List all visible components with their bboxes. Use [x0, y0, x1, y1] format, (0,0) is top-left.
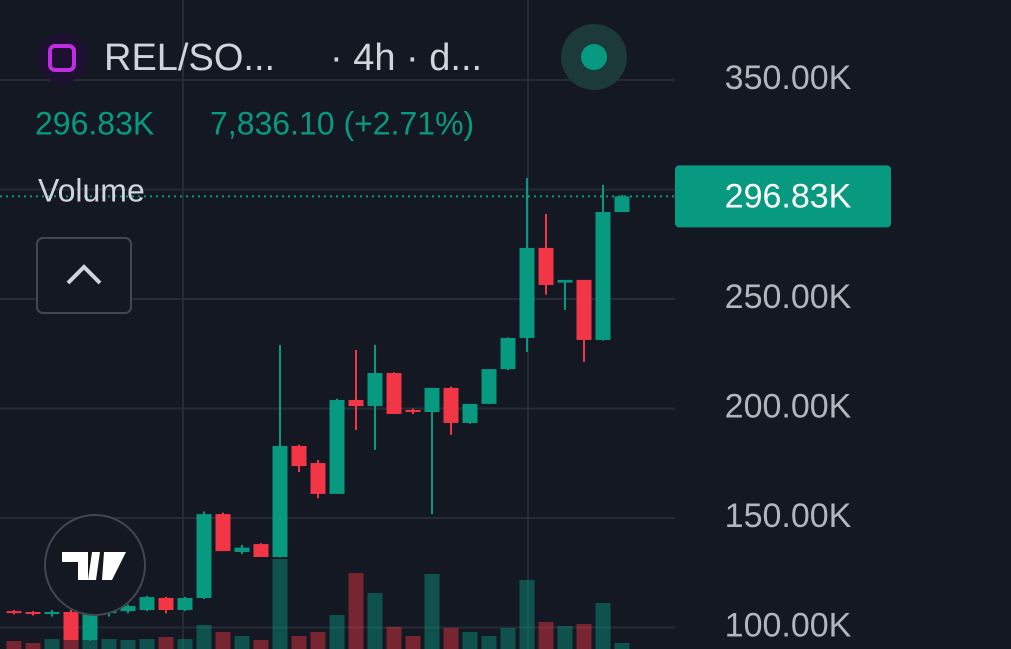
candle-body	[538, 247, 554, 285]
volume-bar	[253, 640, 269, 649]
candle-body	[44, 611, 60, 614]
y-tick-label: 350.00K	[725, 59, 852, 97]
symbol-logo	[37, 33, 87, 83]
volume-bar	[424, 574, 440, 649]
volume-bar	[234, 636, 250, 649]
candle-body	[576, 279, 592, 340]
volume-bar	[272, 559, 288, 649]
y-tick-label: 150.00K	[725, 497, 852, 535]
volume-bar	[101, 639, 117, 649]
volume-bar	[139, 639, 155, 649]
volume-bar	[215, 632, 231, 649]
candle-body	[595, 212, 611, 340]
candle-body	[63, 611, 79, 641]
candle-body	[519, 247, 535, 338]
volume-bar	[44, 639, 60, 649]
candle-body	[405, 410, 421, 413]
candle-body	[329, 399, 345, 494]
volume-bar	[500, 628, 516, 649]
volume-bar	[557, 626, 573, 649]
candle-body	[462, 403, 478, 423]
collapse-button[interactable]	[36, 237, 132, 314]
volume-bar	[462, 632, 478, 649]
status-dot	[581, 44, 607, 70]
volume-bar	[614, 643, 630, 649]
price-change: 7,836.10 (+2.71%)	[210, 105, 474, 141]
volume-bar	[177, 639, 193, 649]
last-price: 296.83K	[35, 105, 154, 141]
volume-bar	[481, 636, 497, 649]
candle-body	[481, 369, 497, 404]
volume-bar	[576, 624, 592, 649]
volume-bar	[6, 641, 22, 649]
overlay: 100.00K150.00K200.00K250.00K300.00K350.0…	[0, 59, 891, 645]
candle-body	[424, 387, 440, 413]
y-tick-label: 100.00K	[725, 607, 852, 645]
volume-bar	[386, 627, 402, 649]
candle-body	[120, 606, 136, 612]
candle-body	[272, 445, 288, 558]
volume-bar	[595, 603, 611, 649]
volume-label: Volume	[38, 172, 145, 208]
candle-body	[367, 373, 383, 407]
symbol: REL/SO...	[104, 37, 275, 79]
candle-body	[310, 463, 326, 494]
candle-body	[291, 445, 307, 467]
candle-body	[386, 373, 402, 414]
candle-body	[158, 597, 174, 611]
volume-bar	[538, 622, 554, 649]
candle-body	[348, 399, 364, 407]
last-price-tag	[675, 165, 891, 228]
volume-bar	[120, 640, 136, 649]
volume-bar	[405, 636, 421, 649]
volume-bar	[348, 573, 364, 649]
y-tick-label: 250.00K	[725, 278, 852, 316]
candle-body	[82, 613, 98, 641]
symbol-logo-mark	[48, 44, 76, 72]
candle-body	[614, 196, 630, 213]
volume-bar	[329, 615, 345, 649]
candle-body	[234, 547, 250, 552]
candle-body	[196, 514, 212, 598]
candle-body	[6, 611, 22, 614]
candle-body	[253, 544, 269, 558]
candle-body	[215, 514, 231, 552]
volume-bar	[443, 628, 459, 649]
candle-body	[25, 611, 41, 614]
candle-layer	[6, 177, 630, 641]
last-price-tag-label: 296.83K	[725, 177, 852, 215]
candle-body	[177, 597, 193, 611]
interval: · 4h · d...	[330, 37, 482, 79]
volume-bar	[519, 580, 535, 649]
volume-bar	[25, 643, 41, 649]
volume-bar	[158, 637, 174, 649]
candle-body	[557, 279, 573, 283]
tradingview-mark	[62, 552, 126, 580]
volume-bar	[196, 625, 212, 649]
volume-bar	[291, 636, 307, 649]
volume-bar	[310, 632, 326, 649]
candle-body	[443, 387, 459, 423]
candle-body	[139, 597, 155, 611]
candle-body	[500, 337, 516, 370]
chevron-up	[66, 264, 102, 285]
y-tick-label: 200.00K	[725, 387, 852, 425]
volume-bar	[367, 593, 383, 649]
